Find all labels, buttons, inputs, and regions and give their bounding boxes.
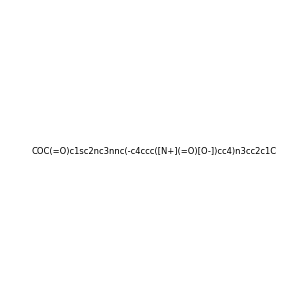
Text: COC(=O)c1sc2nc3nnc(-c4ccc([N+](=O)[O-])cc4)n3cc2c1C: COC(=O)c1sc2nc3nnc(-c4ccc([N+](=O)[O-])c… xyxy=(31,147,276,156)
